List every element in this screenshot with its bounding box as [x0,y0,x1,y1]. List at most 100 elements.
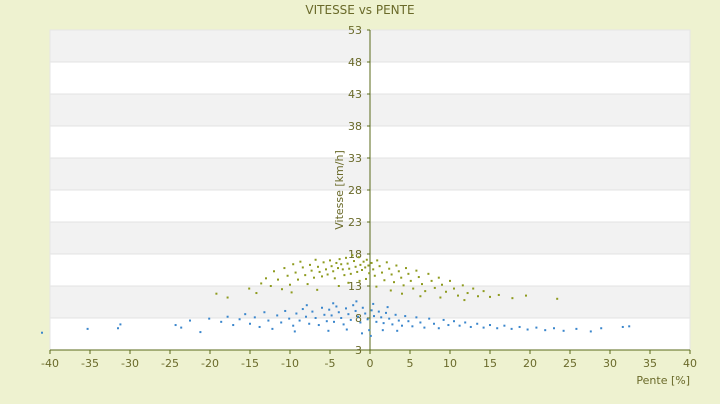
data-point-series-2 [391,323,394,326]
data-point-series-2 [404,315,407,318]
x-tick-label: -40 [41,357,59,370]
data-point-series-2 [428,317,431,320]
data-point-series-2 [267,319,270,322]
data-point-series-2 [437,327,440,330]
data-point-series-2 [117,327,119,330]
data-point-series-2 [337,311,340,314]
data-point-series-2 [380,316,383,319]
data-point-series-2 [361,332,363,335]
data-point-series-2 [189,319,191,322]
data-point-series-2 [394,313,397,316]
data-point-series-2 [249,322,251,325]
y-tick-label: 38 [348,120,362,133]
data-point-series-1 [457,294,459,297]
data-point-series-2 [458,324,461,327]
data-point-series-1 [525,294,527,297]
data-point-series-1 [321,275,323,278]
y-tick-label: 33 [348,152,362,165]
data-point-series-1 [347,281,350,284]
data-point-series-2 [361,306,364,309]
data-point-series-2 [369,334,372,337]
data-point-series-2 [553,327,555,330]
data-point-series-2 [397,319,400,322]
data-point-series-2 [372,302,375,305]
data-point-series-1 [322,261,325,264]
data-point-series-2 [342,323,345,326]
data-point-series-1 [463,299,466,302]
data-point-series-1 [497,293,500,296]
x-axis-ticks: -40 -35 -30 -25 -20 -15 -10 -5 0 5 10 15 20 25 30 35 40 [41,350,697,370]
data-point-series-2 [298,319,301,322]
y-axis-label: Vitesse [km/h] [333,150,346,230]
data-point-series-2 [518,325,521,328]
data-point-series-1 [348,267,351,270]
data-point-series-2 [562,329,565,332]
data-point-series-2 [386,306,389,309]
data-point-series-1 [309,263,311,266]
data-point-series-1 [362,260,365,263]
data-point-series-2 [407,320,410,323]
data-point-series-2 [510,327,513,330]
x-tick-label: 35 [643,357,657,370]
data-point-series-2 [253,316,256,319]
data-point-series-2 [226,315,229,318]
data-point-series-1 [325,268,327,271]
data-point-series-1 [378,265,381,268]
data-point-series-2 [314,317,317,319]
data-point-series-1 [337,285,340,287]
data-point-series-2 [180,326,183,329]
data-point-series-2 [317,324,320,327]
data-point-series-1 [357,256,360,259]
data-point-series-2 [305,315,307,318]
data-point-series-1 [317,265,319,268]
x-tick-label: 40 [683,357,697,370]
data-point-series-1 [326,273,329,276]
data-point-series-1 [292,263,295,266]
data-point-series-1 [356,270,359,273]
data-point-series-2 [368,329,371,332]
data-point-series-2 [373,315,375,318]
data-point-series-2 [86,327,89,330]
data-point-series-1 [333,277,336,280]
data-point-series-2 [345,307,347,310]
data-point-series-2 [621,325,624,328]
data-point-series-2 [385,311,387,314]
data-point-series-2 [377,310,380,313]
data-point-series-1 [453,287,455,290]
data-point-series-1 [248,287,251,290]
data-point-series-1 [340,263,343,266]
data-point-series-2 [352,304,355,307]
data-point-series-1 [332,270,335,273]
data-point-series-1 [373,274,376,277]
data-point-series-2 [423,326,426,329]
data-point-series-1 [376,259,379,262]
data-point-series-1 [372,268,375,271]
data-point-series-1 [385,261,388,264]
data-point-series-1 [412,287,415,290]
data-point-series-1 [215,292,218,295]
data-point-series-2 [321,306,323,309]
data-point-series-1 [365,277,367,280]
data-point-series-2 [174,324,177,327]
y-tick-label: 28 [348,184,362,197]
data-point-series-2 [526,328,529,331]
data-point-series-1 [472,287,475,290]
data-point-series-1 [351,254,354,257]
data-point-series-1 [381,271,383,274]
y-tick-label: 3 [355,344,362,357]
data-point-series-1 [313,276,315,279]
data-point-series-2 [388,317,391,320]
data-point-series-2 [447,324,450,327]
x-tick-label: 5 [407,357,414,370]
data-point-series-1 [419,295,422,298]
data-point-series-2 [280,321,283,324]
data-point-series-2 [232,324,235,327]
data-point-series-2 [628,325,631,328]
data-point-series-1 [310,269,313,272]
data-point-series-2 [327,329,330,332]
data-point-series-1 [370,261,373,264]
data-point-series-1 [364,266,367,269]
data-point-series-1 [226,296,229,299]
data-point-series-1 [361,269,363,271]
